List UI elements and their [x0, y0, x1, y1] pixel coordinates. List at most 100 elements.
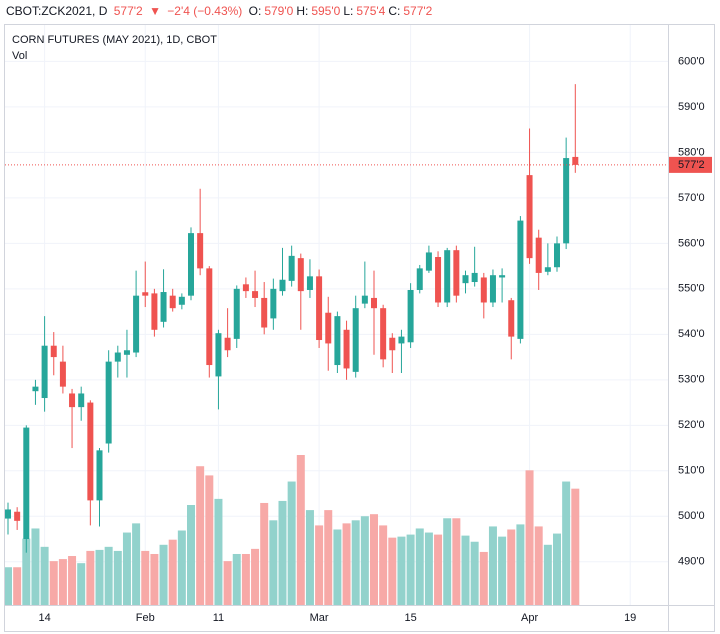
- y-tick-label: 530'0: [678, 374, 705, 386]
- candle-body: [252, 291, 259, 298]
- candle-body: [151, 293, 158, 330]
- candle-body: [215, 333, 222, 377]
- candle-body: [517, 220, 524, 339]
- volume-bar: [287, 481, 296, 605]
- y-tick-label: 520'0: [678, 419, 705, 431]
- candle-body: [425, 252, 432, 271]
- volume-bar: [5, 567, 12, 605]
- volume-bar: [251, 548, 260, 605]
- volume-bar: [187, 505, 195, 605]
- candle-body: [554, 243, 560, 268]
- candle-body: [398, 336, 405, 344]
- volume-bar: [241, 553, 250, 605]
- candle-body: [499, 275, 506, 278]
- ohlc: O: 579'0 H: 595'0 L: 575'4 C: 577'2: [249, 4, 436, 18]
- volume-bar: [424, 532, 433, 605]
- candle-body: [352, 308, 359, 372]
- volume-bar: [40, 546, 49, 605]
- header: CBOT:ZCK2021, D 577'2 ▼ −2'4 (−0.43%) O:…: [6, 4, 438, 18]
- volume-bar: [232, 553, 241, 605]
- candle-body: [306, 276, 313, 290]
- volume-bar: [479, 551, 488, 605]
- candle-body: [325, 312, 332, 344]
- candle-body: [572, 156, 579, 165]
- candle-body: [526, 175, 533, 259]
- volume-bar: [388, 537, 397, 605]
- volume-bar: [132, 523, 141, 605]
- candle-body: [50, 345, 57, 358]
- volume-bar: [150, 553, 159, 605]
- x-tick-label: Apr: [521, 612, 538, 624]
- last-price-box: [669, 156, 712, 173]
- ohlc-value: 575'4: [356, 4, 386, 18]
- candle-body: [224, 337, 231, 351]
- volume-bar: [269, 520, 278, 605]
- candle-body: [59, 361, 66, 387]
- volume-bar: [31, 528, 40, 605]
- volume-bar: [351, 520, 360, 605]
- candle-body: [279, 279, 286, 292]
- volume-bar: [22, 538, 31, 605]
- candle-body: [416, 268, 423, 290]
- candle-body: [563, 158, 570, 244]
- candle-body: [371, 297, 377, 309]
- candle-body: [380, 308, 387, 360]
- candle-body: [535, 237, 542, 273]
- x-tick-label: 14: [38, 612, 50, 624]
- last-price-label: 577'2: [678, 159, 705, 171]
- volume-bar: [516, 524, 525, 605]
- volume-bar: [461, 535, 470, 605]
- y-tick-label: 510'0: [678, 465, 705, 477]
- candle-body: [41, 345, 48, 399]
- candle-body: [114, 352, 121, 362]
- volume-bar: [113, 550, 122, 605]
- candle-body: [444, 250, 451, 303]
- volume-label: Vol: [12, 50, 27, 62]
- ohlc-value: 595'0: [311, 4, 341, 18]
- x-tick-label: Feb: [136, 612, 155, 624]
- y-tick-label: 570'0: [678, 192, 705, 204]
- ohlc-key: H:: [296, 4, 309, 18]
- volume-bar: [86, 550, 95, 605]
- candle-body: [142, 292, 149, 296]
- candle-body: [389, 337, 396, 351]
- volume-bar: [379, 525, 388, 605]
- volume-bar: [360, 516, 369, 605]
- candle-body: [261, 297, 268, 328]
- volume-bar: [223, 561, 232, 605]
- candle-body: [544, 267, 551, 272]
- last-price: 577'2: [113, 4, 143, 18]
- candle-body: [343, 329, 350, 369]
- volume-bar: [104, 546, 113, 605]
- x-tick-label: 19: [624, 612, 636, 624]
- volume-bar: [342, 523, 351, 605]
- change-arrow: ▼: [149, 4, 161, 18]
- y-tick-label: 540'0: [678, 328, 705, 340]
- volume-bar: [305, 510, 314, 605]
- volume-bar: [562, 481, 571, 605]
- volume-bar: [452, 518, 461, 605]
- volume-bar: [488, 526, 497, 605]
- volume-bar: [498, 536, 507, 605]
- candle-body: [288, 255, 295, 281]
- candle-body: [178, 296, 185, 305]
- candle-body: [14, 511, 21, 521]
- ohlc-value: 579'0: [264, 4, 294, 18]
- ohlc-key: C:: [388, 4, 401, 18]
- x-tick-label: 15: [404, 612, 416, 624]
- x-tick-label: 11: [213, 612, 224, 624]
- candle-body: [87, 402, 94, 501]
- candle-body: [105, 361, 112, 444]
- volume-bar: [315, 525, 324, 605]
- candle-body: [361, 295, 368, 304]
- volume-bar: [159, 544, 168, 605]
- volume-bar: [406, 534, 415, 605]
- volume-bar: [196, 466, 205, 605]
- volume-bar: [141, 550, 150, 605]
- candle-body: [69, 393, 76, 408]
- x-tick-label: Mar: [310, 612, 329, 624]
- change: −2'4 (−0.43%): [167, 4, 243, 18]
- volume-bar: [95, 549, 104, 605]
- candle-body: [453, 250, 460, 296]
- candle-body: [5, 509, 11, 519]
